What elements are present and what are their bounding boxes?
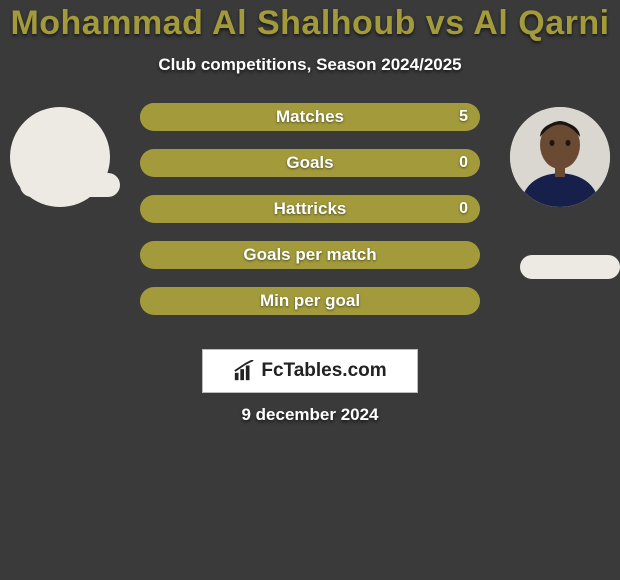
player-right-photo [510, 107, 610, 207]
stat-row: Matches5 [140, 103, 480, 131]
page-title: Mohammad Al Shalhoub vs Al Qarni [0, 4, 620, 43]
player-right-avatar [510, 107, 610, 207]
stat-row: Goals0 [140, 149, 480, 177]
stat-label: Matches [140, 103, 480, 131]
subtitle: Club competitions, Season 2024/2025 [0, 55, 620, 75]
neck [555, 165, 565, 177]
stat-label: Min per goal [140, 287, 480, 315]
stat-row: Hattricks0 [140, 195, 480, 223]
stat-label: Goals [140, 149, 480, 177]
stat-label: Goals per match [140, 241, 480, 269]
stat-row: Min per goal [140, 287, 480, 315]
stat-label: Hattricks [140, 195, 480, 223]
date-label: 9 december 2024 [0, 405, 620, 425]
stat-value-right: 0 [459, 149, 468, 177]
stat-value-right: 0 [459, 195, 468, 223]
chart-icon [233, 360, 255, 382]
logo-text: FcTables.com [261, 360, 386, 382]
source-logo: FcTables.com [202, 349, 418, 393]
stat-value-right: 5 [459, 103, 468, 131]
player-right-name-pill [520, 255, 620, 279]
stat-bars: Matches5Goals0Hattricks0Goals per matchM… [140, 103, 480, 333]
player-left-name-pill [20, 173, 120, 197]
stat-row: Goals per match [140, 241, 480, 269]
